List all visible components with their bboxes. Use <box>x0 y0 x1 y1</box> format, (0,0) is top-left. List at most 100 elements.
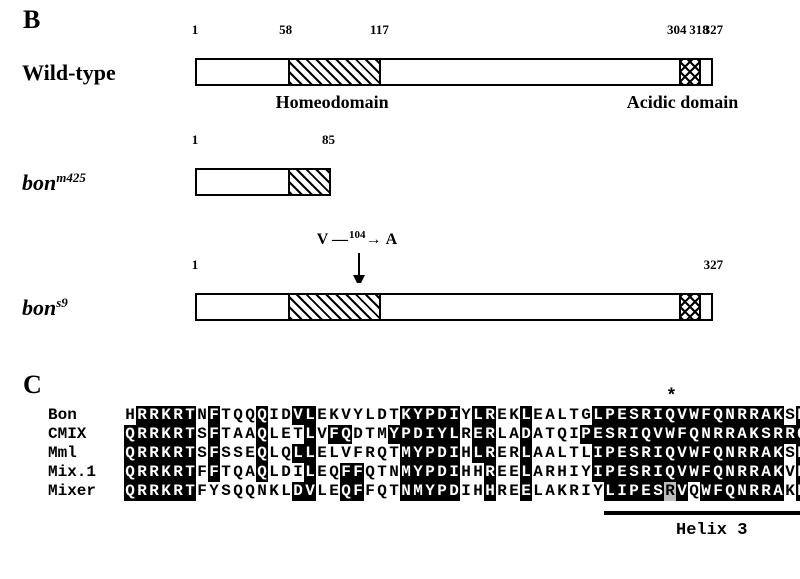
position-number: 85 <box>322 132 335 148</box>
residue: R <box>796 406 800 425</box>
residue: T <box>184 425 196 444</box>
residue: Q <box>340 425 352 444</box>
residue: R <box>484 406 496 425</box>
helix3-label: Helix 3 <box>676 521 747 540</box>
residue: R <box>724 425 736 444</box>
residue: R <box>544 463 556 482</box>
protein-row-label: Wild-type <box>22 60 116 86</box>
residue: Q <box>724 482 736 501</box>
residue: L <box>604 482 616 501</box>
residue: K <box>772 463 784 482</box>
residue: E <box>796 482 800 501</box>
residue: Q <box>124 444 136 463</box>
residue: E <box>592 425 604 444</box>
residue: V <box>784 463 796 482</box>
residue: Q <box>256 444 268 463</box>
residue: R <box>748 463 760 482</box>
mutation-annotation: V —104→ A <box>317 231 397 249</box>
residue: E <box>616 463 628 482</box>
residue: V <box>304 482 316 501</box>
residue: P <box>604 406 616 425</box>
residue: W <box>688 406 700 425</box>
residue: R <box>772 425 784 444</box>
residue: H <box>460 444 472 463</box>
residue: S <box>784 444 796 463</box>
residue: N <box>400 482 412 501</box>
residue: N <box>256 482 268 501</box>
residue: A <box>760 463 772 482</box>
residue: P <box>400 425 412 444</box>
residue: Q <box>244 406 256 425</box>
residue: M <box>400 444 412 463</box>
residue: S <box>760 425 772 444</box>
residue: F <box>364 482 376 501</box>
mutation-arrow-icon <box>349 253 369 283</box>
residue: N <box>700 425 712 444</box>
residue: Q <box>376 482 388 501</box>
residue: P <box>436 482 448 501</box>
residue: I <box>424 425 436 444</box>
residue: N <box>724 444 736 463</box>
residue: L <box>328 444 340 463</box>
residue: I <box>292 463 304 482</box>
position-number: 327 <box>704 22 724 38</box>
residue: K <box>160 425 172 444</box>
residue: F <box>208 463 220 482</box>
residue: S <box>196 444 208 463</box>
residue: R <box>148 444 160 463</box>
acidic-domain-segment <box>679 58 701 86</box>
residue: V <box>340 444 352 463</box>
residue: P <box>424 406 436 425</box>
residue: P <box>424 444 436 463</box>
residue: Q <box>712 444 724 463</box>
residue: I <box>268 406 280 425</box>
residue: F <box>352 444 364 463</box>
residue: S <box>652 482 664 501</box>
residue: I <box>652 444 664 463</box>
residue: S <box>604 425 616 444</box>
helix3-bar <box>604 511 800 515</box>
residue: D <box>376 406 388 425</box>
residue: R <box>616 425 628 444</box>
residue: I <box>568 425 580 444</box>
residue: F <box>208 444 220 463</box>
residue: S <box>784 406 796 425</box>
sequence-name: CMIX <box>48 425 124 444</box>
residue: Y <box>460 406 472 425</box>
residue: A <box>760 444 772 463</box>
residue: I <box>592 444 604 463</box>
residue: L <box>304 444 316 463</box>
sequence-name: Mix.1 <box>48 463 124 482</box>
residue: Y <box>352 406 364 425</box>
residue: E <box>640 482 652 501</box>
residue: E <box>316 444 328 463</box>
residue: D <box>280 406 292 425</box>
residue: T <box>220 406 232 425</box>
residue: Y <box>580 463 592 482</box>
residue: V <box>676 463 688 482</box>
residue: F <box>196 463 208 482</box>
residue: R <box>748 482 760 501</box>
protein-row-bon-m425: bonm425185 <box>0 150 800 230</box>
residue: I <box>652 406 664 425</box>
residue: R <box>640 444 652 463</box>
residue: L <box>364 406 376 425</box>
residue: R <box>748 444 760 463</box>
residue: I <box>448 406 460 425</box>
residue: L <box>304 406 316 425</box>
protein-diagram: 1327V —104→ A <box>195 275 755 335</box>
residue: S <box>220 482 232 501</box>
residue: F <box>700 406 712 425</box>
residue: F <box>352 482 364 501</box>
residue: S <box>628 444 640 463</box>
residue: K <box>328 406 340 425</box>
residue: R <box>148 463 160 482</box>
residue: A <box>532 425 544 444</box>
residue: Y <box>208 482 220 501</box>
residue: I <box>580 482 592 501</box>
residue: R <box>136 425 148 444</box>
panel-b: B Wild-type158117304318327HomeodomainAci… <box>0 0 800 340</box>
panel-b-label: B <box>23 5 40 35</box>
residue: H <box>460 463 472 482</box>
residue: W <box>688 463 700 482</box>
